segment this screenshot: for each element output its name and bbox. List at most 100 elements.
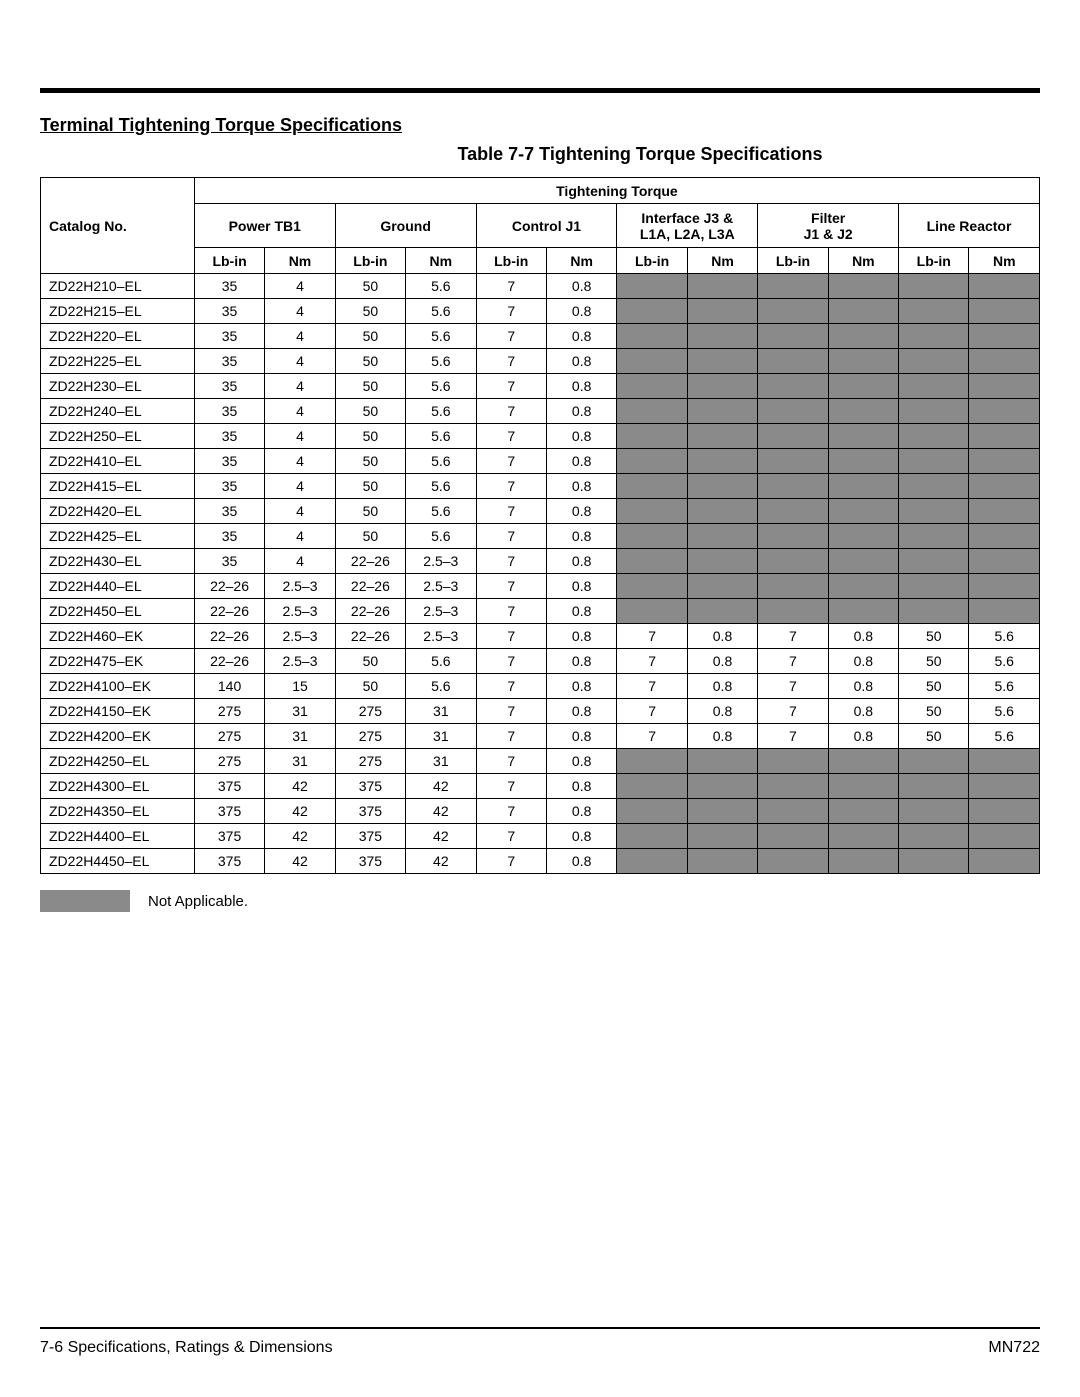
cell [687,449,757,474]
cell: 140 [194,674,264,699]
cell [969,374,1040,399]
cell [899,474,969,499]
cell: 5.6 [406,424,476,449]
cell: 4 [265,449,335,474]
cell: 0.8 [546,424,616,449]
cell [899,424,969,449]
row-id: ZD22H4300–EL [41,774,195,799]
cell [899,599,969,624]
cell: 7 [758,699,828,724]
table-row: ZD22H220–EL354505.670.8 [41,324,1040,349]
cell [758,799,828,824]
cell: 0.8 [546,449,616,474]
cell: 22–26 [335,599,405,624]
cell: 31 [265,699,335,724]
cell [758,424,828,449]
cell: 35 [194,499,264,524]
cell [617,399,687,424]
cell [758,574,828,599]
cell: 0.8 [546,699,616,724]
cell: 15 [265,674,335,699]
cell: 0.8 [687,624,757,649]
cell: 22–26 [194,624,264,649]
table-row: ZD22H4450–EL375423754270.8 [41,849,1040,874]
cell: 7 [476,474,546,499]
cell: 0.8 [546,399,616,424]
cell [687,499,757,524]
table-row: ZD22H450–EL22–262.5–322–262.5–370.8 [41,599,1040,624]
cell: 0.8 [546,499,616,524]
cell: 7 [476,399,546,424]
cell: 0.8 [546,574,616,599]
cell: 50 [335,374,405,399]
cell: 375 [335,774,405,799]
cell: 22–26 [194,599,264,624]
row-id: ZD22H225–EL [41,349,195,374]
cell: 4 [265,524,335,549]
cell [687,599,757,624]
cell [899,349,969,374]
table-row: ZD22H440–EL22–262.5–322–262.5–370.8 [41,574,1040,599]
th-sub-5-1: Nm [969,248,1040,274]
cell: 50 [899,624,969,649]
row-id: ZD22H4400–EL [41,824,195,849]
cell: 0.8 [546,324,616,349]
cell: 7 [476,599,546,624]
cell [969,599,1040,624]
cell: 0.8 [828,649,898,674]
cell: 2.5–3 [265,624,335,649]
cell: 0.8 [546,274,616,299]
cell [969,474,1040,499]
cell: 0.8 [546,524,616,549]
cell: 7 [476,299,546,324]
cell: 7 [476,349,546,374]
cell [828,474,898,499]
footer-left: 7-6 Specifications, Ratings & Dimensions [40,1339,333,1357]
cell [617,274,687,299]
table-row: ZD22H415–EL354505.670.8 [41,474,1040,499]
th-top-span: Tightening Torque [194,178,1039,204]
cell: 5.6 [406,399,476,424]
cell: 50 [335,324,405,349]
cell: 50 [335,349,405,374]
cell [758,374,828,399]
cell: 0.8 [546,724,616,749]
cell: 7 [476,799,546,824]
legend: Not Applicable. [40,890,1040,912]
th-group-1: Ground [335,204,476,248]
row-id: ZD22H220–EL [41,324,195,349]
cell: 7 [476,674,546,699]
table-row: ZD22H460–EK22–262.5–322–262.5–370.870.87… [41,624,1040,649]
th-sub-2-0: Lb-in [476,248,546,274]
row-id: ZD22H475–EK [41,649,195,674]
legend-swatch [40,890,130,912]
th-catalog: Catalog No. [41,178,195,274]
cell: 5.6 [406,324,476,349]
cell [687,374,757,399]
cell [899,274,969,299]
cell [969,774,1040,799]
cell: 31 [265,749,335,774]
cell [758,474,828,499]
table-row: ZD22H425–EL354505.670.8 [41,524,1040,549]
cell [758,499,828,524]
cell [969,324,1040,349]
cell: 7 [758,624,828,649]
cell: 0.8 [546,649,616,674]
row-id: ZD22H4250–EL [41,749,195,774]
row-id: ZD22H425–EL [41,524,195,549]
cell: 4 [265,474,335,499]
cell [758,524,828,549]
cell: 7 [476,549,546,574]
cell [899,399,969,424]
th-group-0: Power TB1 [194,204,335,248]
row-id: ZD22H410–EL [41,449,195,474]
cell: 0.8 [828,674,898,699]
th-sub-0-1: Nm [265,248,335,274]
table-row: ZD22H4150–EK275312753170.870.870.8505.6 [41,699,1040,724]
cell: 42 [265,799,335,824]
cell: 7 [476,324,546,349]
cell [969,499,1040,524]
cell: 7 [476,424,546,449]
cell: 5.6 [406,349,476,374]
